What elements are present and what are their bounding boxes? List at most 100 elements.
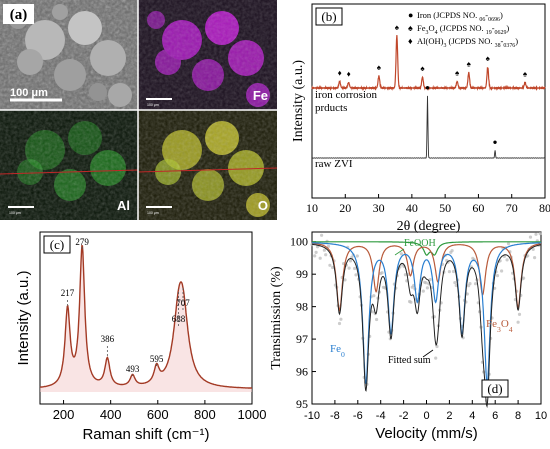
data-point	[538, 232, 542, 236]
element-label-o: O	[258, 198, 268, 213]
element-label-fe: Fe	[253, 88, 268, 103]
data-point	[465, 292, 469, 296]
data-point	[372, 294, 376, 298]
data-point	[314, 250, 318, 254]
sem-image	[0, 0, 138, 110]
component-line	[311, 242, 541, 313]
al-map	[0, 110, 139, 220]
panel-c-raman-chart: 200 400 600 800 1000 Raman shift (cm⁻¹) Intens…	[15, 231, 267, 443]
x-tick-label: 80	[539, 201, 550, 215]
label-pointer	[422, 349, 434, 358]
data-point	[328, 263, 332, 267]
legend-symbol: ♠	[408, 23, 413, 33]
data-point	[347, 266, 351, 270]
data-point	[348, 259, 353, 263]
data-point	[324, 253, 328, 257]
peak-marker: ♦	[338, 68, 342, 77]
panel-a-label-box	[3, 4, 34, 24]
data-point	[453, 281, 457, 285]
data-point	[331, 265, 335, 270]
x-tick-label: 0	[423, 410, 429, 422]
element-label-al: Al	[117, 198, 130, 213]
data-point	[409, 300, 413, 304]
y-axis-label: Intensity (a.u.)	[15, 270, 32, 365]
scale-bar-text: 100 μm	[10, 87, 48, 99]
peak-marker: ♠	[377, 63, 382, 72]
panel-label: (c)	[50, 237, 64, 252]
data-point	[354, 273, 358, 277]
x-axis-label: Velocity (mm/s)	[375, 425, 478, 442]
peak-label: 217	[61, 288, 75, 298]
data-point	[313, 254, 317, 258]
data-point	[473, 282, 478, 286]
series-label: prducts	[315, 102, 347, 114]
x-tick-label: 800	[194, 407, 216, 422]
x-axis-label: Raman shift (cm⁻¹)	[82, 426, 209, 443]
data-point	[505, 258, 509, 262]
data-point	[322, 248, 326, 252]
x-tick-label: 6	[492, 410, 498, 422]
legend-entry: Iron (JCPDS NO. 06-0696)	[417, 10, 503, 23]
data-point	[320, 233, 324, 237]
x-tick-label: 50	[439, 201, 451, 215]
x-tick-label: 2	[446, 410, 452, 422]
panel-label-box	[315, 7, 343, 26]
x-tick-label: 70	[506, 201, 518, 215]
data-point	[493, 286, 497, 290]
data-point	[451, 269, 456, 274]
label-pointer	[394, 248, 405, 256]
peak-label: 707	[176, 298, 190, 308]
data-point	[522, 276, 526, 280]
peak-label: 595	[150, 354, 164, 364]
small-scale-text-o: 100 μm	[147, 211, 159, 215]
x-tick-label: -10	[304, 410, 320, 422]
data-point	[434, 356, 438, 360]
x-tick-label: -4	[376, 410, 386, 422]
data-point	[516, 320, 520, 324]
spectrum-fill	[40, 245, 252, 392]
x-tick-label: 200	[53, 407, 75, 422]
small-scale-text-fe: 100 μm	[147, 103, 159, 107]
data-point	[447, 270, 451, 274]
x-tick-label: 30	[373, 201, 385, 215]
fitted-sum-line	[312, 243, 542, 409]
peak-marker: ♠	[486, 54, 491, 63]
y-tick-label: 98	[296, 300, 308, 314]
data-point	[500, 269, 504, 273]
data-point	[353, 266, 357, 271]
panel-label: (b)	[321, 9, 336, 24]
component-line	[312, 242, 541, 385]
spectrum-line	[39, 244, 252, 389]
data-point	[506, 242, 511, 246]
data-point	[435, 344, 439, 349]
data-point	[421, 289, 425, 293]
data-point	[534, 232, 538, 236]
peak-marker: ♠	[420, 64, 425, 73]
panel-label-box	[43, 235, 71, 254]
x-tick-label: -2	[399, 410, 409, 422]
panel-label-box	[481, 379, 509, 398]
x-tick-label: 10	[535, 410, 547, 422]
data-point	[450, 249, 454, 253]
panel-d-mossbauer-chart: -10 -8 -6 -4 -2 0 2 4 6 8 10 95 96 97 98 99 100 Velocity …	[269, 231, 547, 442]
x-tick-label: 4	[469, 410, 475, 422]
data-point	[399, 252, 403, 256]
series-line	[312, 95, 546, 159]
peak-marker: ♠	[467, 60, 472, 69]
peak-label: 493	[126, 364, 140, 374]
peak-marker: ♠	[455, 68, 460, 77]
data-point	[343, 278, 347, 282]
data-point	[403, 273, 407, 277]
y-tick-label: 99	[296, 267, 308, 281]
component-line	[312, 241, 541, 256]
y-tick-label: 100	[290, 235, 308, 249]
legend-symbol: ●	[408, 10, 413, 20]
data-point	[318, 256, 322, 260]
x-axis-label: 2θ (degree)	[397, 219, 461, 234]
panel-b-xrd-chart: 10 20 30 40 50 60 70 80 2θ (degree) Intensity (a.…	[291, 3, 550, 234]
data-point	[424, 281, 428, 285]
legend-symbol: ♦	[408, 36, 413, 46]
x-tick-label: 1000	[238, 407, 267, 422]
x-tick-label: 20	[339, 201, 351, 215]
